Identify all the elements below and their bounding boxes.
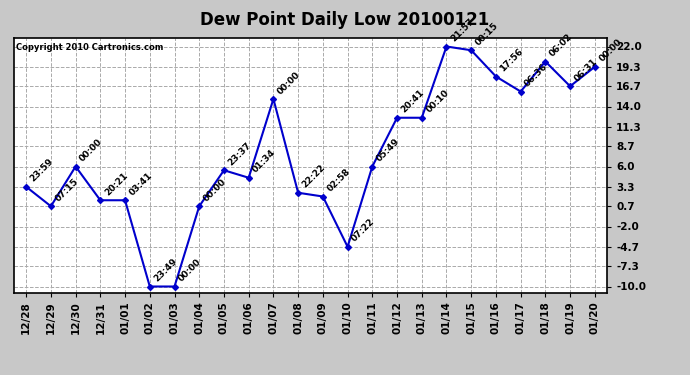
Text: 06:31: 06:31	[573, 57, 599, 83]
Text: 00:00: 00:00	[598, 38, 624, 64]
Text: 20:41: 20:41	[400, 88, 426, 115]
Text: 23:49: 23:49	[152, 257, 179, 284]
Text: 07:22: 07:22	[350, 217, 377, 244]
Text: 05:49: 05:49	[375, 137, 402, 164]
Text: 01:34: 01:34	[251, 148, 278, 175]
Text: 00:00: 00:00	[177, 257, 204, 284]
Text: 23:59: 23:59	[29, 157, 55, 184]
Text: 00:00: 00:00	[201, 177, 228, 203]
Text: 23:37: 23:37	[226, 141, 253, 167]
Text: 22:22: 22:22	[301, 163, 327, 190]
Text: Dew Point Daily Low 20100121: Dew Point Daily Low 20100121	[200, 11, 490, 29]
Text: 20:21: 20:21	[103, 171, 129, 197]
Text: 06:36: 06:36	[523, 62, 550, 88]
Text: 03:41: 03:41	[128, 171, 154, 197]
Text: 00:00: 00:00	[78, 137, 104, 164]
Text: 00:00: 00:00	[276, 70, 302, 96]
Text: Copyright 2010 Cartronics.com: Copyright 2010 Cartronics.com	[17, 43, 164, 52]
Text: 21:57: 21:57	[449, 17, 475, 44]
Text: 00:15: 00:15	[474, 21, 500, 47]
Text: 02:58: 02:58	[326, 167, 352, 194]
Text: 06:02: 06:02	[548, 32, 574, 58]
Text: 00:10: 00:10	[424, 88, 451, 115]
Text: 07:15: 07:15	[53, 177, 80, 203]
Text: 17:56: 17:56	[498, 47, 525, 74]
